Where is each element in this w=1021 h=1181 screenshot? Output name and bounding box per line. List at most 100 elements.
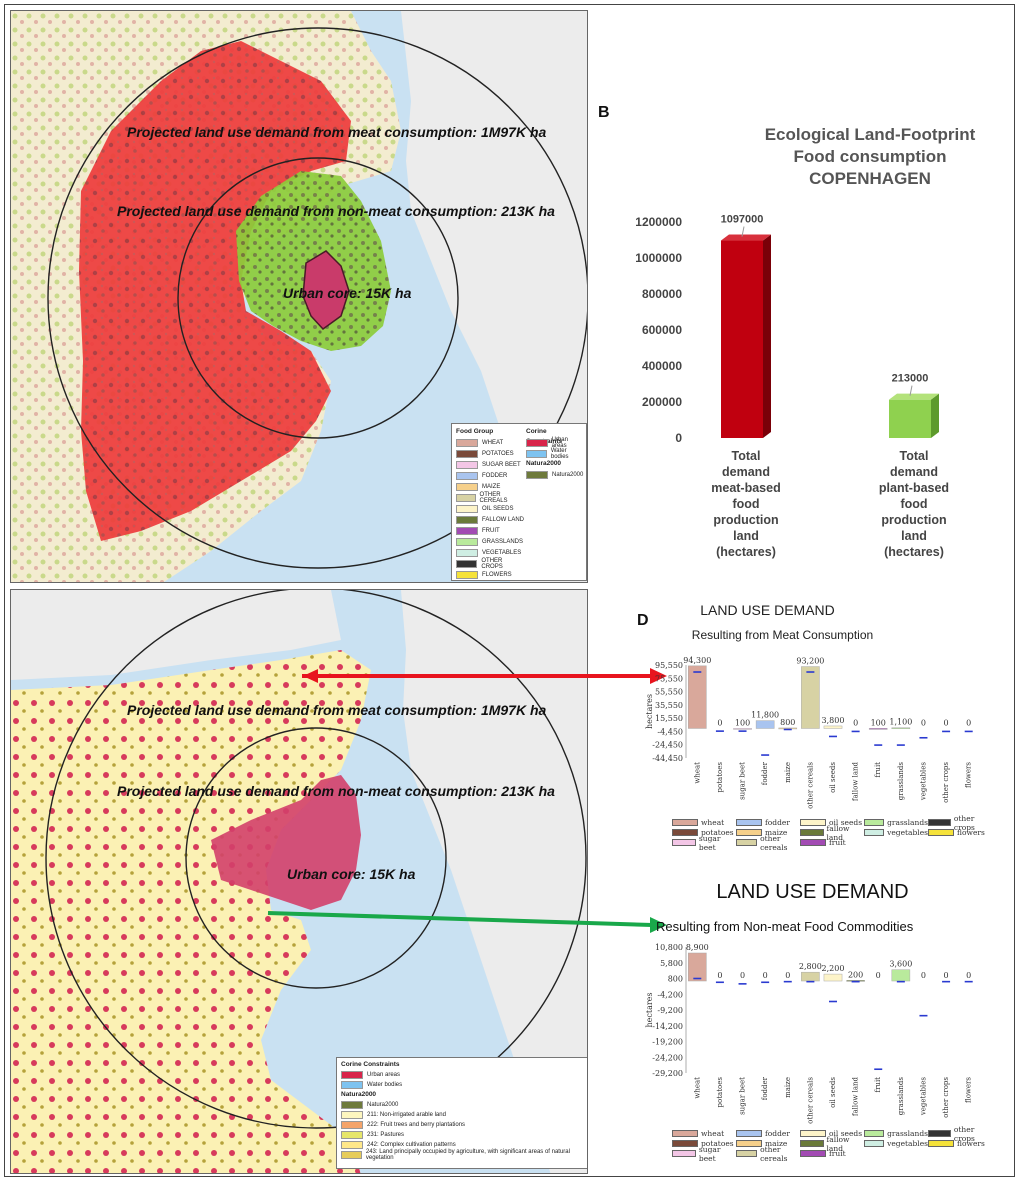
category-label-line: food [732,497,759,511]
data-label: 0 [944,971,949,980]
legend-item-vegetables: vegetables [864,1139,928,1148]
data-label: 0 [921,971,926,980]
data-label: 1097000 [721,214,764,226]
legend-swatch [800,829,824,836]
data-label: 100 [735,718,750,727]
legend-swatch [800,839,826,846]
legend-label: wheat [701,1129,725,1138]
bar-grasslands [891,727,911,729]
legend-swatch [456,570,478,579]
legend-item-flowers: FLOWERS [456,569,524,580]
figure-frame [4,4,1015,1177]
legend-label: grasslands [887,1129,928,1138]
legend-item-grasslands: grasslands [864,1129,928,1138]
legend-label: 243: Land principally occupied by agricu… [365,1149,570,1161]
legend-label: MAIZE [482,483,501,490]
legend-item-fallow-land: fallow land [800,1135,864,1153]
legend-label: Urban areas [551,436,568,449]
legend-item-maize: maize [736,1139,800,1148]
y-tick-label: -24,200 [652,1053,683,1062]
category-label-line: meat-based [711,481,780,495]
legend-label: OTHER CROPS [481,557,503,570]
map-c[interactable]: Projected land use demand from meat cons… [10,589,588,1174]
legend-item-vegetables: VEGETABLES [456,547,524,558]
legend-item-flowers: flowers [928,1139,992,1148]
y-tick-label: -29,200 [652,1069,683,1078]
chart-title-line: Food consumption [794,147,947,166]
y-tick-label: 55,550 [655,688,683,697]
data-label: 0 [853,718,858,727]
panel-letter-d: D [637,612,649,629]
legend-label: flowers [957,828,985,837]
outer-radius-circle [47,27,587,569]
legend-item-fodder: FODDER [456,470,524,481]
map-a[interactable]: Projected land use demand from meat cons… [10,10,588,583]
data-label: 2,200 [822,964,845,973]
inner-radius-circle [185,727,447,989]
legend-swatch [341,1141,363,1149]
category-label-line: demand [890,465,938,479]
legend-label: fallow land [826,823,850,842]
legend-item-grasslands: GRASSLANDS [456,536,524,547]
data-label: 3,600 [889,960,912,969]
legend-swatch [341,1121,363,1129]
legend-swatch [736,1130,762,1137]
legend-item-other-cereals: OTHER CEREALS [456,492,524,504]
corine-title: Corine Constraints [341,1061,400,1068]
legend-item-water-bodies: Water bodies [341,1080,586,1090]
category-label: wheat [693,1077,701,1099]
legend-swatch [456,438,478,447]
data-label: 2,800 [799,962,822,971]
legend-label: 242: Complex cultivation patterns [367,1142,456,1148]
category-label: flowers [965,762,973,788]
legend-swatch [456,537,478,546]
legend-label: 211: Non-irrigated arable land [367,1112,446,1118]
bar-front [721,240,763,438]
category-label: other cereals [806,762,814,809]
bar-oil-seeds [823,973,843,982]
data-label: 0 [966,971,971,980]
legend-swatch [456,526,478,535]
legend-swatch [456,548,478,557]
bar-other-cereals [801,971,820,982]
legend-item-oil-seeds: OIL SEEDS [456,503,524,514]
category-label: maize [784,762,792,783]
legend-swatch [526,449,547,458]
legend-swatch [341,1081,363,1089]
data-label: 200 [848,970,863,979]
legend-item-fruit: FRUIT [456,525,524,536]
category-label: maize [784,1077,792,1098]
bar-oil-seeds [823,725,843,729]
y-tick-label: -9,200 [657,1006,683,1015]
legend-item-fruit: fruit [800,838,864,847]
legend-label: other crops [953,1124,975,1143]
legend-swatch [456,460,478,469]
legend-item-sugar-beet: SUGAR BEET [456,459,524,470]
corine-title: Corine Constraints [526,428,562,445]
category-label: oil seeds [829,1077,837,1108]
legend-label: Water bodies [550,447,569,460]
y-tick-label: 1000000 [635,251,682,265]
legend-item-water-bodies: Water bodies [526,447,584,460]
bar-wheat [688,952,707,982]
legend-label: potatoes [701,1139,734,1148]
legend-swatch [456,449,478,458]
legend-label: Water bodies [367,1082,403,1088]
legend-label: SUGAR BEET [482,461,521,468]
legend-item-242-complex-cultivation-patterns: 242: Complex cultivation patterns [341,1140,586,1150]
bar-top [889,393,939,400]
chart-d-meat-canvas: 95,550 75,550 55,550 35,550 15,550 -4,450 -24,… [645,656,973,809]
legend-item-maize: MAIZE [456,481,524,492]
legend-label: Urban areas [367,1072,401,1078]
legend-item-potatoes: POTATOES [456,448,524,459]
data-label: 0 [740,971,745,980]
legend-swatch [672,1150,696,1157]
category-label-line: land [733,529,759,543]
category-label: grasslands [897,762,905,801]
bar-sugar-beet [733,728,752,730]
category-label: wheat [693,762,701,784]
y-tick-label: 75,550 [655,674,683,683]
legend-item-fallow-land: FALLOW LAND [456,514,524,525]
legend-label: OIL SEEDS [482,505,514,512]
